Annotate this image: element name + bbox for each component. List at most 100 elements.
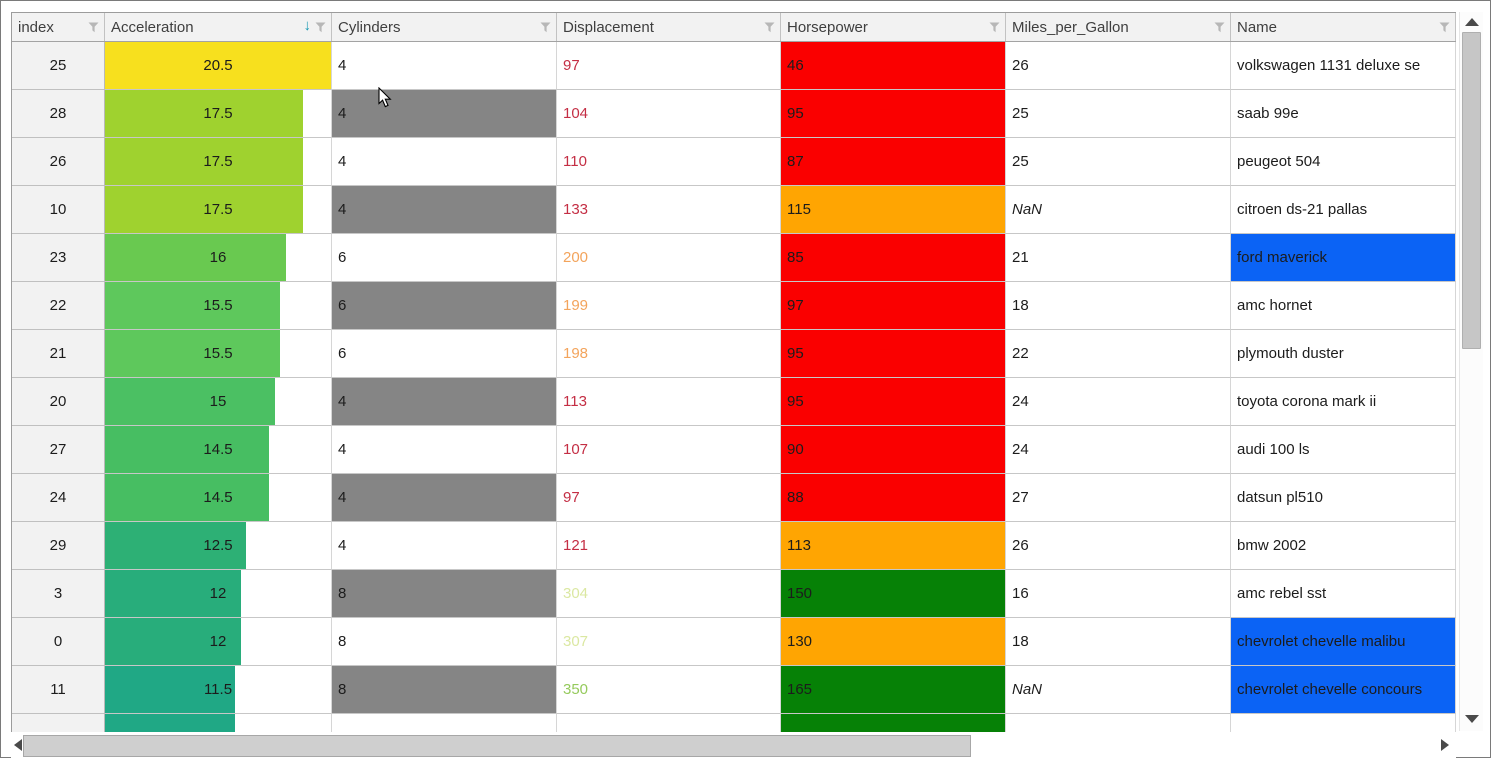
cell-acceleration[interactable]: 12	[105, 570, 332, 618]
cell-acceleration[interactable]: 15.5	[105, 282, 332, 330]
cell-cylinders[interactable]: 6	[332, 282, 557, 330]
cell-horsepower[interactable]: 95	[781, 330, 1006, 378]
cell-horsepower[interactable]: 150	[781, 570, 1006, 618]
cell-name[interactable]: saab 99e	[1231, 90, 1456, 138]
cell-acceleration[interactable]: 12	[105, 618, 332, 666]
cell-horsepower[interactable]: 113	[781, 522, 1006, 570]
cell-displacement[interactable]: 107	[557, 426, 781, 474]
cell-miles-per-gallon[interactable]: NaN	[1006, 666, 1231, 714]
cell-index[interactable]: 22	[12, 282, 105, 330]
cell-index[interactable]: 20	[12, 378, 105, 426]
cell-displacement[interactable]: 97	[557, 474, 781, 522]
cell-displacement[interactable]: 97	[557, 42, 781, 90]
cell-displacement[interactable]: 113	[557, 378, 781, 426]
column-header-displacement[interactable]: Displacement	[557, 13, 781, 41]
cell-displacement[interactable]: 350	[557, 666, 781, 714]
cell-name[interactable]: citroen ds-21 pallas	[1231, 186, 1456, 234]
cell-displacement[interactable]: 304	[557, 570, 781, 618]
cell-name[interactable]: toyota corona mark ii	[1231, 378, 1456, 426]
cell-index[interactable]: 27	[12, 426, 105, 474]
cell-horsepower[interactable]: 46	[781, 42, 1006, 90]
horizontal-scrollbar[interactable]	[11, 734, 1456, 758]
sort-descending-icon[interactable]: ↓	[303, 17, 312, 34]
cell-index[interactable]	[12, 714, 105, 732]
cell-horsepower[interactable]: 90	[781, 426, 1006, 474]
column-header-miles-per-gallon[interactable]: Miles_per_Gallon	[1006, 13, 1231, 41]
cell-cylinders[interactable]: 4	[332, 42, 557, 90]
cell-horsepower[interactable]: 115	[781, 186, 1006, 234]
column-header-horsepower[interactable]: Horsepower	[781, 13, 1006, 41]
cell-cylinders[interactable]: 8	[332, 618, 557, 666]
cell-displacement[interactable]: 198	[557, 330, 781, 378]
cell-index[interactable]: 11	[12, 666, 105, 714]
cell-cylinders[interactable]: 4	[332, 90, 557, 138]
cell-displacement[interactable]: 200	[557, 234, 781, 282]
cell-name[interactable]	[1231, 714, 1456, 732]
cell-acceleration[interactable]: 15.5	[105, 330, 332, 378]
cell-displacement[interactable]: 133	[557, 186, 781, 234]
cell-name[interactable]: chevrolet chevelle malibu	[1231, 618, 1456, 666]
cell-acceleration[interactable]: 11.5	[105, 666, 332, 714]
cell-cylinders[interactable]: 8	[332, 666, 557, 714]
cell-acceleration[interactable]: 20.5	[105, 42, 332, 90]
filter-icon[interactable]	[540, 22, 551, 33]
cell-horsepower[interactable]: 95	[781, 378, 1006, 426]
cell-index[interactable]: 28	[12, 90, 105, 138]
cell-index[interactable]: 24	[12, 474, 105, 522]
cell-name[interactable]: ford maverick	[1231, 234, 1456, 282]
cell-index[interactable]: 29	[12, 522, 105, 570]
cell-displacement[interactable]: 110	[557, 138, 781, 186]
cell-name[interactable]: datsun pl510	[1231, 474, 1456, 522]
scroll-right-icon[interactable]	[1441, 739, 1449, 751]
cell-miles-per-gallon[interactable]: 27	[1006, 474, 1231, 522]
scroll-left-icon[interactable]	[14, 739, 22, 751]
cell-name[interactable]: volkswagen 1131 deluxe se	[1231, 42, 1456, 90]
cell-cylinders[interactable]: 4	[332, 474, 557, 522]
cell-horsepower[interactable]: 87	[781, 138, 1006, 186]
cell-name[interactable]: peugeot 504	[1231, 138, 1456, 186]
cell-miles-per-gallon[interactable]: 22	[1006, 330, 1231, 378]
cell-horsepower[interactable]	[781, 714, 1006, 732]
filter-icon[interactable]	[1439, 22, 1450, 33]
cell-name[interactable]: amc hornet	[1231, 282, 1456, 330]
cell-cylinders[interactable]: 4	[332, 138, 557, 186]
cell-horsepower[interactable]: 130	[781, 618, 1006, 666]
cell-displacement[interactable]: 199	[557, 282, 781, 330]
scroll-up-icon[interactable]	[1465, 18, 1479, 26]
cell-displacement[interactable]: 307	[557, 618, 781, 666]
filter-icon[interactable]	[989, 22, 1000, 33]
cell-displacement[interactable]: 121	[557, 522, 781, 570]
cell-miles-per-gallon[interactable]	[1006, 714, 1231, 732]
cell-miles-per-gallon[interactable]: 21	[1006, 234, 1231, 282]
cell-horsepower[interactable]: 95	[781, 90, 1006, 138]
cell-name[interactable]: bmw 2002	[1231, 522, 1456, 570]
cell-acceleration[interactable]: 16	[105, 234, 332, 282]
cell-miles-per-gallon[interactable]: 25	[1006, 138, 1231, 186]
vertical-scroll-thumb[interactable]	[1462, 32, 1481, 349]
horizontal-scroll-thumb[interactable]	[23, 735, 971, 757]
cell-displacement[interactable]	[557, 714, 781, 732]
cell-miles-per-gallon[interactable]: 16	[1006, 570, 1231, 618]
cell-horsepower[interactable]: 85	[781, 234, 1006, 282]
cell-acceleration[interactable]: 17.5	[105, 186, 332, 234]
cell-horsepower[interactable]: 88	[781, 474, 1006, 522]
cell-acceleration[interactable]: 12.5	[105, 522, 332, 570]
cell-name[interactable]: amc rebel sst	[1231, 570, 1456, 618]
cell-miles-per-gallon[interactable]: 18	[1006, 618, 1231, 666]
cell-cylinders[interactable]: 4	[332, 378, 557, 426]
cell-acceleration[interactable]	[105, 714, 332, 732]
cell-cylinders[interactable]: 4	[332, 522, 557, 570]
cell-index[interactable]: 0	[12, 618, 105, 666]
cell-cylinders[interactable]: 6	[332, 234, 557, 282]
cell-acceleration[interactable]: 15	[105, 378, 332, 426]
cell-cylinders[interactable]	[332, 714, 557, 732]
cell-cylinders[interactable]: 4	[332, 426, 557, 474]
cell-index[interactable]: 26	[12, 138, 105, 186]
column-header-index[interactable]: index	[12, 13, 105, 41]
cell-index[interactable]: 25	[12, 42, 105, 90]
cell-miles-per-gallon[interactable]: 18	[1006, 282, 1231, 330]
cell-horsepower[interactable]: 165	[781, 666, 1006, 714]
cell-acceleration[interactable]: 17.5	[105, 90, 332, 138]
cell-acceleration[interactable]: 17.5	[105, 138, 332, 186]
cell-miles-per-gallon[interactable]: 26	[1006, 42, 1231, 90]
